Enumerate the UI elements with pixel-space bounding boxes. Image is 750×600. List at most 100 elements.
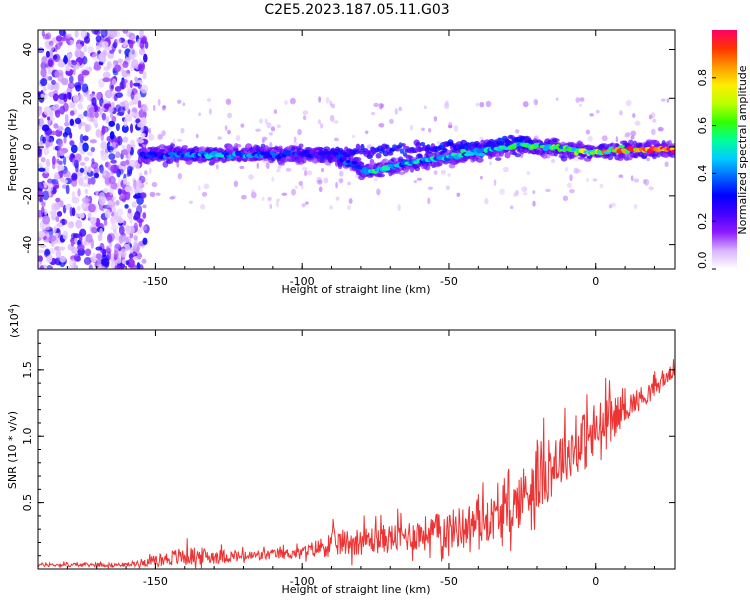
spectrogram-cell	[92, 252, 97, 261]
spectrogram-cell	[141, 225, 148, 231]
spectrogram-cell	[384, 167, 391, 171]
spectrogram-cell	[145, 181, 148, 185]
spectrogram-cell	[618, 174, 624, 178]
spectrogram-cell	[660, 98, 666, 102]
spectrogram-cell	[251, 189, 256, 196]
spectrogram-cell	[318, 186, 323, 193]
spectrogram-cell	[63, 136, 67, 144]
spectrogram-cell	[329, 205, 334, 210]
spectrogram-cell	[317, 179, 323, 185]
spectrogram-panel: -150 -100 -50 0 -40 -20 0 20 40 Height of strai…	[6, 29, 676, 296]
spectrogram-cell	[116, 38, 122, 45]
spectrogram-cell	[41, 201, 46, 208]
spectrogram-cell	[105, 116, 110, 124]
spectrogram-cell	[45, 158, 51, 168]
spectrogram-cell	[177, 172, 183, 180]
spectrogram-cell	[48, 187, 52, 197]
spectrogram-cell	[575, 169, 582, 173]
spectrogram-cell	[128, 32, 136, 41]
spectrogram-cell	[115, 92, 124, 99]
spectrogram-cell	[111, 215, 116, 224]
spectrogram-cell	[293, 136, 297, 143]
spectrogram-cell	[56, 148, 61, 158]
spectrogram-cell	[615, 136, 619, 143]
spectrogram-cell	[633, 203, 638, 210]
spectrogram-cell	[375, 152, 382, 159]
spectrogram-cell	[443, 102, 450, 110]
spectrogram-cell	[121, 259, 127, 265]
spectrogram-cell	[111, 115, 117, 123]
spectrogram-cell	[79, 167, 85, 173]
spectrogram-cell	[324, 151, 332, 155]
spectrogram-cell	[304, 201, 309, 205]
spectrogram-cell	[87, 46, 94, 55]
spectrogram-cell	[91, 158, 95, 165]
spectrogram-cell	[345, 159, 351, 164]
spectrogram-cell	[61, 77, 69, 86]
spectrogram-cell	[427, 186, 434, 190]
spectrogram-cell	[476, 157, 484, 163]
spectrogram-cell	[67, 39, 71, 45]
spectrogram-cell	[55, 216, 60, 223]
spectrogram-cell	[133, 187, 140, 194]
spectrogram-cell	[59, 165, 65, 171]
spectrogram-cell	[101, 125, 106, 135]
spectrogram-cell	[38, 47, 45, 53]
spectrogram-cell	[206, 97, 212, 103]
spectrogram-cell	[133, 235, 138, 241]
spectrogram-cell	[189, 200, 193, 204]
spectrogram-cell	[294, 185, 298, 189]
spectrogram-cell	[111, 211, 115, 217]
spectrogram-cell	[114, 64, 122, 73]
spectrogram-cell	[67, 53, 72, 60]
spectrogram-cell	[75, 84, 82, 92]
spectrogram-cell	[76, 244, 85, 251]
spectrogram-cell	[56, 158, 60, 164]
spectrogram-cell	[526, 170, 530, 176]
spectrogram-cell	[122, 41, 127, 48]
spectrogram-cell	[203, 183, 210, 190]
spectrogram-cell	[67, 221, 75, 229]
spectrogram-cell	[51, 202, 58, 212]
spectrogram-cell	[460, 148, 467, 154]
spectrogram-cell	[373, 177, 379, 182]
spectrogram-cell	[116, 111, 125, 117]
spectrogram-cell	[57, 61, 65, 68]
spectrogram-cell	[134, 76, 138, 83]
spectrogram-cell	[78, 213, 85, 219]
spectrogram-cell	[58, 93, 67, 100]
spectrogram-cell	[84, 175, 89, 180]
spectrogram-cell	[108, 106, 113, 114]
spectrogram-cell	[95, 190, 99, 196]
spectrogram-cell	[83, 156, 90, 162]
spectrogram-cell	[77, 102, 83, 110]
spectrogram-y-ticks: -40 -20 0 20 40	[21, 43, 675, 254]
spectrogram-cell	[125, 103, 129, 112]
spectrogram-cell	[169, 196, 175, 200]
spectrogram-cell	[38, 255, 43, 262]
spectrogram-cell	[87, 177, 92, 185]
spectrogram-cell	[148, 133, 155, 141]
spectrogram-cell	[38, 190, 44, 199]
spectrogram-cell	[121, 124, 129, 134]
spectrogram-cell	[285, 167, 292, 172]
spectrogram-cell	[227, 129, 231, 135]
spectrogram-cell	[378, 102, 383, 110]
spectrogram-cell	[215, 164, 219, 170]
spectrogram-cell	[172, 138, 176, 145]
spectrogram-cell	[90, 238, 95, 249]
spectrogram-cell	[630, 130, 637, 137]
spectrogram-cell	[95, 253, 103, 260]
spectrogram-cell	[81, 83, 89, 93]
spectrogram-cell	[102, 188, 109, 194]
spectrogram-cell	[58, 246, 66, 251]
spectrogram-cell	[264, 118, 268, 124]
spectrogram-cell	[634, 120, 641, 126]
spectrogram-cell	[142, 204, 147, 209]
spectrogram-cell	[54, 246, 61, 251]
spectrogram-cell	[329, 114, 335, 122]
spectrogram-cell	[95, 128, 102, 138]
spectrogram-cell	[182, 145, 188, 149]
spectrogram-cell	[108, 200, 113, 206]
spectrogram-cell	[330, 103, 336, 109]
